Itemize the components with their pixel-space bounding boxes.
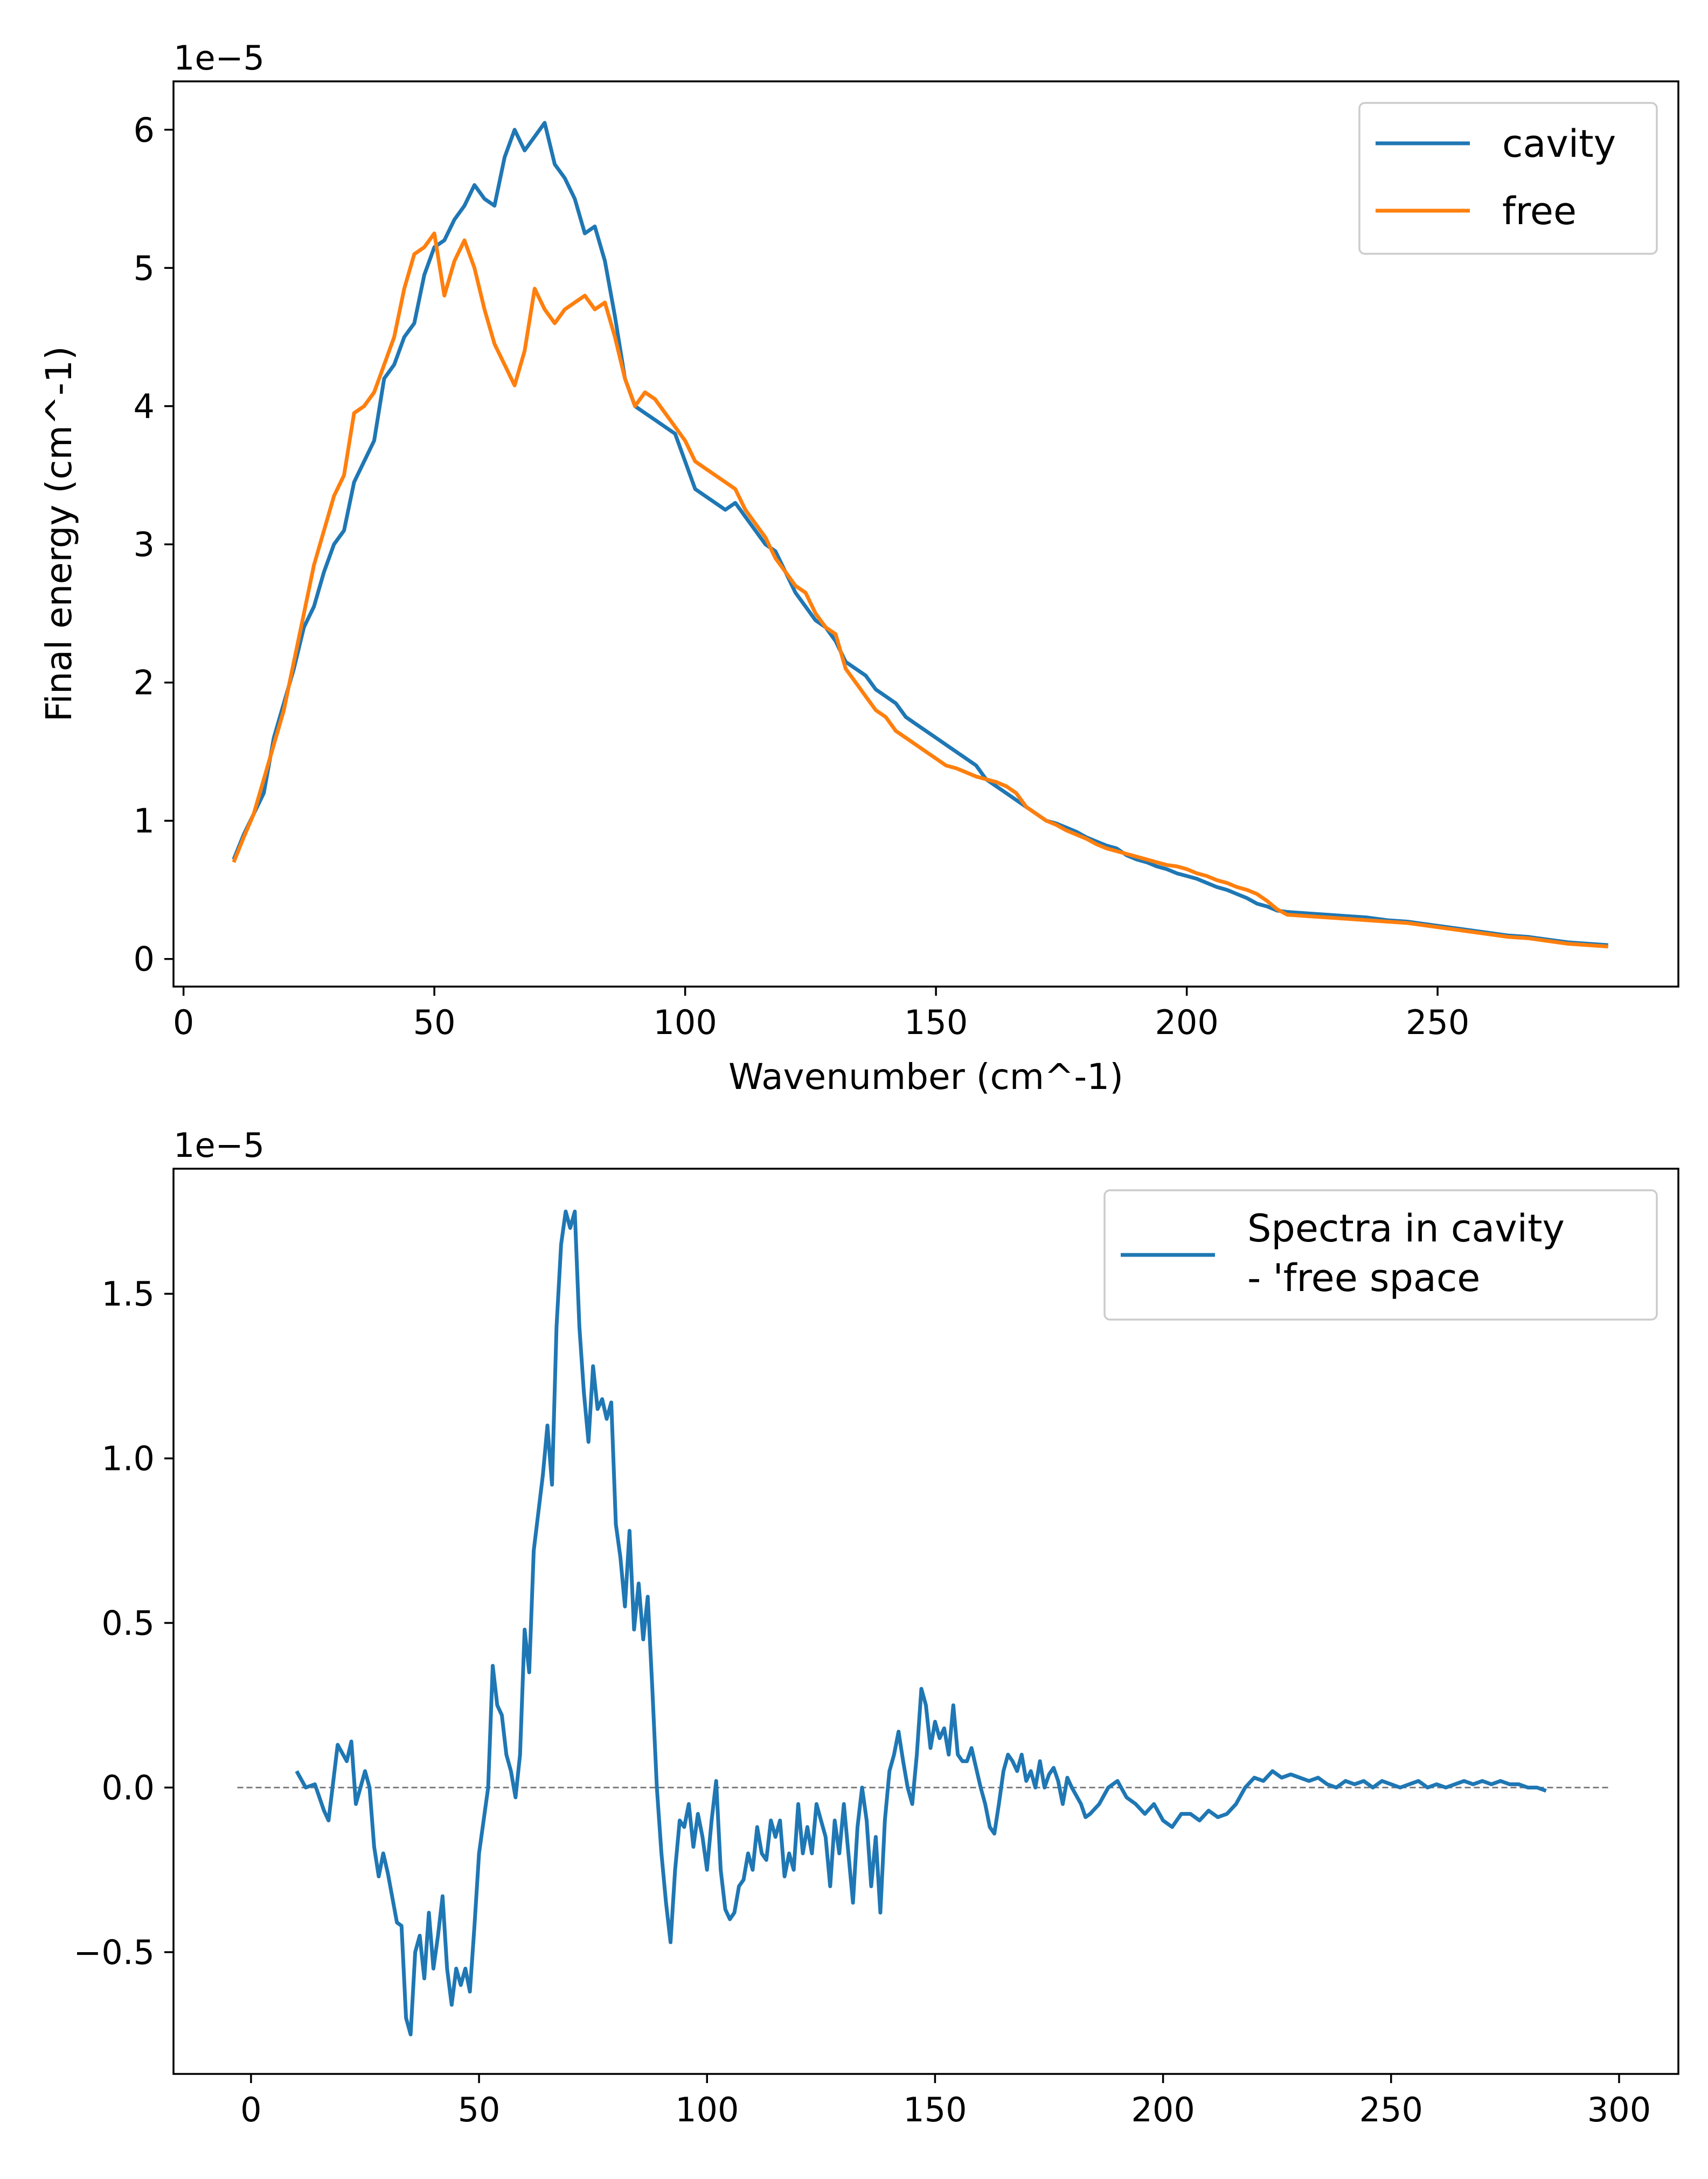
x-tick-label: 100 — [653, 1003, 717, 1042]
x-tick-label: 0 — [173, 1003, 194, 1042]
plot-area — [232, 121, 1608, 949]
y-tick-label: 4 — [134, 387, 155, 426]
x-tick-label: 150 — [903, 2090, 967, 2129]
y-tick-label: 1.5 — [101, 1274, 155, 1314]
y-tick-label: 3 — [134, 525, 155, 564]
top-chart: 0 50 100 150 200 250 0 1 2 3 4 5 6 1e−5 Wavenumber (cm… — [38, 38, 1679, 1098]
x-tick-label: 200 — [1131, 2090, 1195, 2129]
x-tick-label: 250 — [1406, 1003, 1469, 1042]
bottom-chart: 0 50 100 150 200 250 300 −0.5 0.0 0.5 1.0 1.5 1e−5 Sp… — [73, 1126, 1679, 2129]
x-tick-label: 0 — [240, 2090, 261, 2129]
legend-box — [1358, 102, 1658, 255]
x-tick-label: 200 — [1155, 1003, 1218, 1042]
x-tick-label: 250 — [1359, 2090, 1423, 2129]
y-offset-label: 1e−5 — [173, 1126, 265, 1165]
legend-label-free: free — [1502, 189, 1577, 233]
legend-box — [1103, 1189, 1658, 1321]
y-tick-label: 5 — [134, 248, 155, 288]
legend: cavity free — [1358, 102, 1658, 255]
legend-label-cavity: cavity — [1502, 122, 1616, 166]
y-tick-label: 2 — [134, 663, 155, 703]
plot-area — [237, 1209, 1610, 2037]
y-tick-label: 1 — [134, 801, 155, 841]
series-line-1 — [232, 231, 1608, 949]
x-tick-label: 100 — [675, 2090, 739, 2129]
x-tick-label: 300 — [1587, 2090, 1651, 2129]
axes-frame — [172, 80, 1679, 988]
y-tick-label: 0.0 — [101, 1768, 155, 1808]
y-tick-label: 0.5 — [101, 1604, 155, 1643]
y-tick-label: 6 — [134, 110, 155, 150]
legend-label-line-1: - 'free space — [1247, 1256, 1480, 1300]
y-axis-label: Final energy (cm^-1) — [38, 346, 80, 721]
legend-label-line-0: Spectra in cavity — [1247, 1206, 1565, 1251]
x-tick-label: 150 — [904, 1003, 968, 1042]
axes-frame — [172, 1168, 1679, 2075]
y-tick-label: 1.0 — [101, 1439, 155, 1479]
x-tick-label: 50 — [458, 2090, 501, 2129]
y-tick-label: −0.5 — [73, 1933, 155, 1972]
y-tick-label: 0 — [134, 940, 155, 979]
x-tick-label: 50 — [413, 1003, 456, 1042]
x-axis-label: Wavenumber (cm^-1) — [728, 1056, 1123, 1098]
legend: Spectra in cavity - 'free space — [1103, 1189, 1658, 1321]
series-line-0 — [295, 1209, 1547, 2037]
y-offset-label: 1e−5 — [173, 38, 265, 78]
